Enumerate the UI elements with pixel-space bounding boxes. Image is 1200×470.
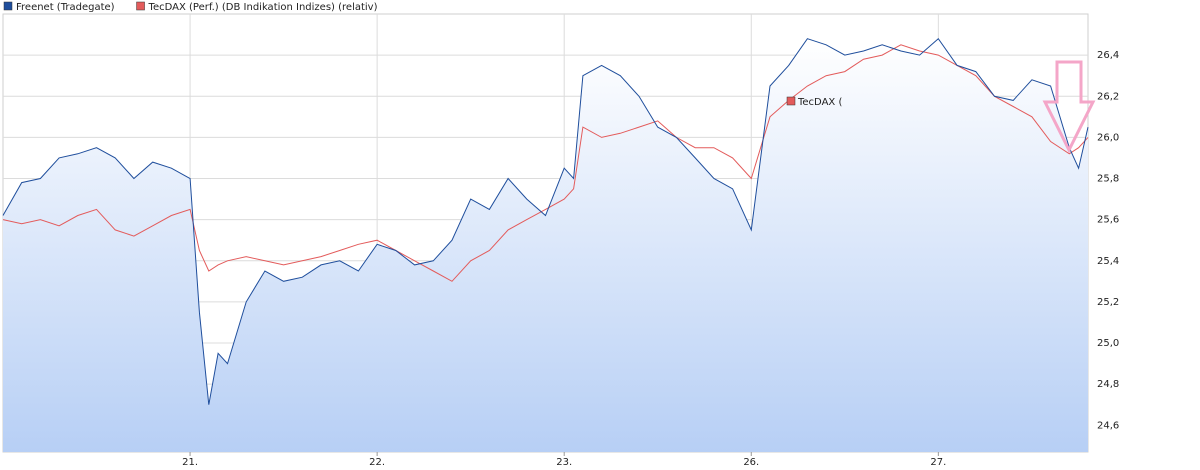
series-line — [2, 37, 1089, 405]
y-tick-label: 24,6 — [1097, 420, 1119, 431]
legend-label: Freenet (Tradegate) — [16, 2, 115, 13]
x-tick-label: 21. — [182, 457, 198, 468]
series-area — [3, 38, 1088, 452]
y-tick-label: 25,8 — [1097, 174, 1119, 185]
y-tick-label: 25,0 — [1097, 338, 1119, 349]
y-tick-label: 25,4 — [1097, 256, 1119, 267]
x-tick-label: 23. — [556, 457, 572, 468]
x-tick-label: 26. — [743, 457, 759, 468]
plot: 24,6 24,8 25,0 25,2 25,4 25,6 25,8 26,0 26,2 26,4… — [2, 14, 1119, 468]
x-tick-label: 27. — [930, 457, 946, 468]
y-tick-label: 24,8 — [1097, 379, 1119, 390]
annotation-swatch — [786, 96, 796, 106]
x-tick-label: 22. — [369, 457, 385, 468]
legend-label: TecDAX (Perf.) (DB Indikation Indizes) (… — [148, 2, 378, 13]
annotation: TecDAX ( — [797, 97, 842, 108]
legend-swatch — [136, 1, 145, 11]
y-tick-label: 25,6 — [1097, 215, 1119, 226]
y-tick-label: 26,4 — [1097, 50, 1119, 61]
y-tick-label: 26,2 — [1097, 91, 1119, 102]
legend-swatch — [3, 1, 13, 11]
arrow — [1042, 60, 1096, 154]
y-tick-label: 26,0 — [1097, 132, 1119, 143]
y-tick-label: 25,2 — [1097, 297, 1119, 308]
